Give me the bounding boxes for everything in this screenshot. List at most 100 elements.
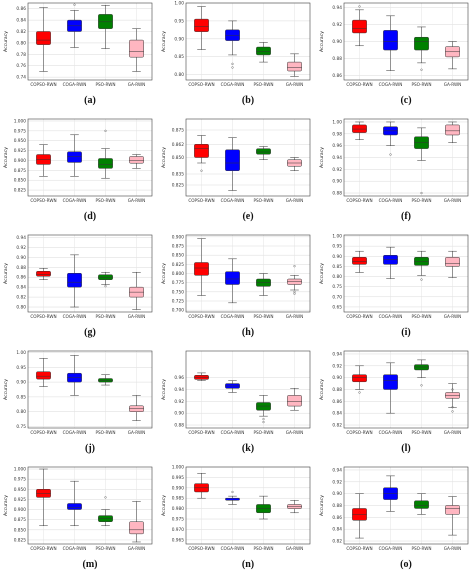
x-tick-label: GA-RWN xyxy=(128,430,146,435)
box-ga-rwn xyxy=(129,272,144,310)
y-tick-label: 0.862 xyxy=(172,142,185,148)
y-tick-label: 0.90 xyxy=(16,255,26,261)
outlier-point xyxy=(231,66,234,69)
axes-frame xyxy=(27,2,153,81)
x-tick-label: PSO-RWN xyxy=(253,546,273,551)
y-axis-label: Accuracy xyxy=(319,147,325,168)
boxplot-chart: 0.825 0.850 0.875 0.900 0.925 0.950 0.975 1.000… xyxy=(3,118,153,222)
y-axis-label: Accuracy xyxy=(319,379,325,400)
y-tick-label: 0.75 xyxy=(332,284,342,290)
box-iqr xyxy=(445,124,460,136)
x-tick-label: COPSO-RWN xyxy=(30,430,56,435)
y-tick-label: 0.88 xyxy=(332,503,342,509)
box-coga-rwn xyxy=(225,380,240,393)
box-copso-rwn xyxy=(194,238,209,296)
box-iqr xyxy=(194,144,209,158)
box-ga-rwn xyxy=(129,28,144,72)
y-axis-label: Accuracy xyxy=(319,495,325,516)
x-tick-label: GA-RWN xyxy=(444,314,462,319)
outlier-point xyxy=(451,406,454,409)
y-tick-label: 0.90 xyxy=(174,36,184,42)
box-copso-rwn xyxy=(352,365,367,394)
y-tick-label: 0.800 xyxy=(172,271,185,277)
x-tick-label: PSO-RWN xyxy=(253,198,273,203)
y-tick-label: 0.850 xyxy=(172,155,185,161)
box-iqr xyxy=(67,503,82,510)
x-tick-label: PSO-RWN xyxy=(411,82,431,87)
x-tick-label: PSO-RWN xyxy=(411,546,431,551)
y-tick-label: 0.94 xyxy=(332,351,342,357)
y-tick-label: 0.84 xyxy=(16,285,26,291)
x-tick-label: GA-RWN xyxy=(286,314,304,319)
box-iqr xyxy=(352,124,367,133)
box-coga-rwn xyxy=(383,362,398,414)
y-tick-label: 0.875 xyxy=(14,168,27,174)
box-pso-rwn xyxy=(256,146,271,160)
box-pso-rwn xyxy=(256,495,271,520)
plot-area xyxy=(344,235,468,312)
box-pso-rwn xyxy=(414,359,429,387)
box-iqr xyxy=(287,395,302,407)
box-copso-rwn xyxy=(352,250,367,273)
y-tick-label: 0.95 xyxy=(332,244,342,250)
boxplot-chart: 0.88 0.90 0.92 0.94 0.96 0.98 1.00 COPSO-RWN COG… xyxy=(319,118,469,222)
panel-h: 0.700 0.725 0.750 0.775 0.800 0.825 0.850 0.875… xyxy=(160,232,314,346)
box-copso-rwn xyxy=(36,468,51,527)
panel-i: 0.65 0.70 0.75 0.80 0.85 0.90 0.95 1.00 COPSO-RW… xyxy=(318,232,472,346)
y-tick-label: 0.65 xyxy=(332,304,342,310)
panel-n: 0.965 0.970 0.975 0.980 0.985 0.990 0.995 1.000… xyxy=(160,464,314,578)
boxplot-chart: 0.88 0.90 0.92 0.94 0.96 COPSO-RWN COGA-RWN PSO… xyxy=(161,350,311,454)
y-tick-label: 0.995 xyxy=(172,475,185,481)
x-tick-label: PSO-RWN xyxy=(95,430,115,435)
y-tick-label: 0.965 xyxy=(172,537,185,543)
outlier-point xyxy=(389,153,392,156)
outlier-point xyxy=(358,5,361,8)
box-copso-rwn xyxy=(36,358,51,387)
box-pso-rwn xyxy=(414,26,429,71)
y-tick-label: 0.82 xyxy=(332,423,342,429)
box-copso-rwn xyxy=(352,493,367,539)
box-iqr xyxy=(352,19,367,34)
y-tick-label: 0.92 xyxy=(332,479,342,485)
box-iqr xyxy=(129,156,144,164)
plot-area xyxy=(28,351,152,428)
box-coga-rwn xyxy=(225,258,240,304)
box-iqr xyxy=(445,505,460,515)
y-tick-label: 0.925 xyxy=(14,497,27,503)
x-tick-label: COPSO-RWN xyxy=(346,546,372,551)
box-ga-rwn xyxy=(445,383,460,413)
y-tick-label: 0.74 xyxy=(16,75,26,81)
x-tick-label: COGA-RWN xyxy=(63,314,87,319)
box-pso-rwn xyxy=(98,5,113,49)
y-tick-label: 0.94 xyxy=(332,5,342,11)
panel-a: 0.74 0.76 0.78 0.80 0.82 0.84 0.86 COPSO-RWN COG… xyxy=(2,0,156,114)
y-tick-label: 0.975 xyxy=(14,128,27,134)
y-tick-label: 0.92 xyxy=(332,22,342,28)
panel-m: 0.825 0.850 0.875 0.900 0.925 0.950 0.975 1.000… xyxy=(2,464,156,578)
x-tick-label: PSO-RWN xyxy=(411,314,431,319)
x-tick-label: GA-RWN xyxy=(128,82,146,87)
outlier-point xyxy=(293,265,296,268)
y-tick-label: 0.850 xyxy=(14,178,27,184)
x-tick-label: COPSO-RWN xyxy=(188,546,214,551)
y-tick-label: 0.75 xyxy=(16,424,26,430)
y-tick-label: 0.88 xyxy=(332,387,342,393)
panel-label: (h) xyxy=(242,327,254,338)
y-axis-label: Accuracy xyxy=(319,31,325,52)
y-tick-label: 0.70 xyxy=(332,294,342,300)
x-tick-label: COPSO-RWN xyxy=(346,314,372,319)
y-tick-label: 1.00 xyxy=(332,119,342,125)
y-tick-label: 1.00 xyxy=(16,350,26,356)
box-pso-rwn xyxy=(98,272,113,288)
y-axis-label: Accuracy xyxy=(161,379,167,400)
axes-frame xyxy=(27,466,153,545)
x-tick-label: GA-RWN xyxy=(286,198,304,203)
box-iqr xyxy=(194,262,209,276)
box-coga-rwn xyxy=(67,355,82,396)
box-ga-rwn xyxy=(287,388,302,411)
y-tick-label: 0.985 xyxy=(172,496,185,502)
x-tick-label: PSO-RWN xyxy=(95,314,115,319)
box-coga-rwn xyxy=(383,475,398,512)
panel-g: 0.80 0.82 0.84 0.86 0.88 0.90 0.92 0.94 COPSO-RW… xyxy=(2,232,156,346)
